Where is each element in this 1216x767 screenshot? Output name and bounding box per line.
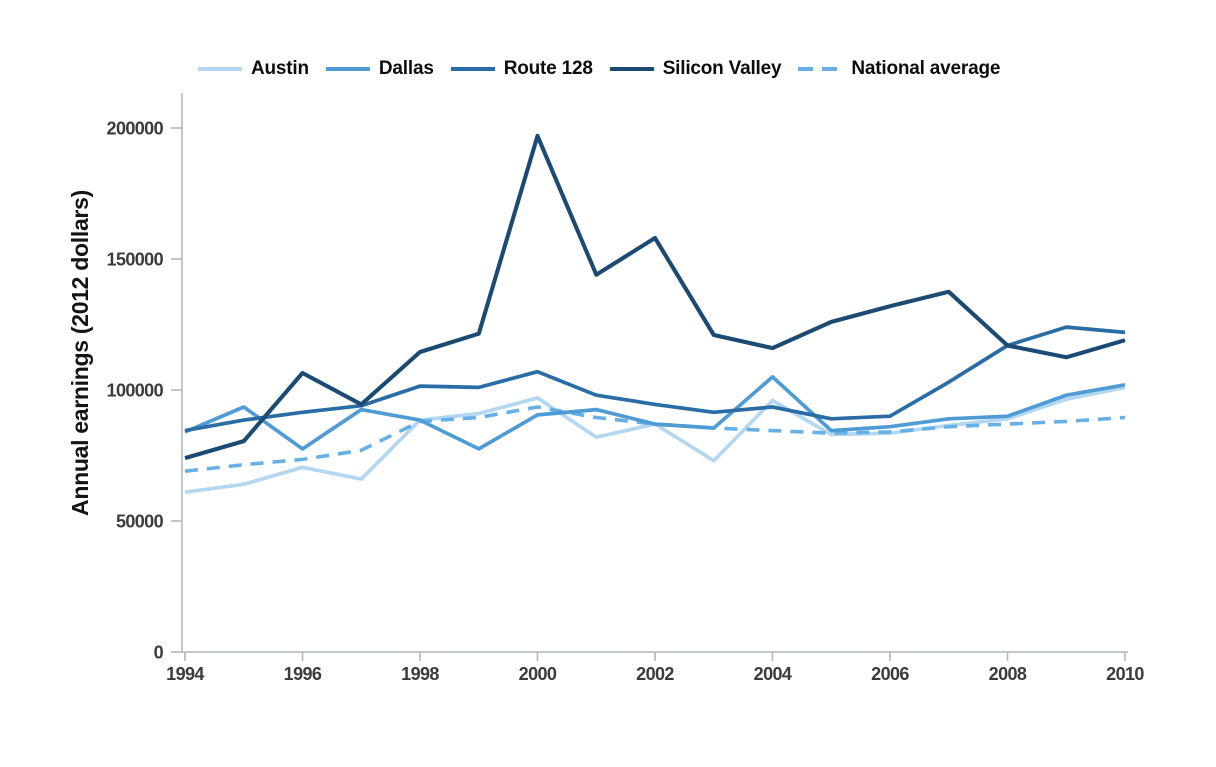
x-tick-label: 2010 <box>1106 664 1144 684</box>
legend-item-national-average: National average <box>798 58 1000 80</box>
x-tick-label: 2002 <box>636 664 674 684</box>
legend-item-austin: Austin <box>198 58 309 80</box>
y-tick-label: 0 <box>154 643 164 663</box>
legend-label: Austin <box>251 58 309 79</box>
y-tick-label: 50000 <box>116 512 164 532</box>
national-average-line <box>184 405 1126 473</box>
y-tick-label: 200000 <box>107 119 164 139</box>
legend-item-route-128: Route 128 <box>450 58 593 80</box>
silicon-valley-line-swatch <box>609 66 654 72</box>
dallas-line-swatch <box>325 67 370 71</box>
legend-item-dallas: Dallas <box>325 58 434 80</box>
route-128-line <box>184 325 1126 433</box>
legend-label: National average <box>851 58 1001 79</box>
legend: Austin Dallas Route 128 Silicon Valley Natio… <box>198 58 1000 80</box>
legend-label: Dallas <box>378 58 434 79</box>
y-axis-title: Annual earnings (2012 dollars) <box>67 190 93 516</box>
legend-label: Silicon Valley <box>662 58 782 79</box>
series-lines <box>184 133 1126 495</box>
x-tick-label: 1996 <box>284 664 322 684</box>
x-tick-label: 2008 <box>989 664 1027 684</box>
dallas-line <box>184 375 1126 451</box>
y-tick-label: 100000 <box>107 381 164 401</box>
y-tick-label: 150000 <box>107 250 164 270</box>
legend-label: Route 128 <box>503 58 593 79</box>
x-tick-label: 2000 <box>519 664 557 684</box>
legend-item-silicon-valley: Silicon Valley <box>609 58 782 80</box>
x-tick-label: 1998 <box>401 664 439 684</box>
x-tick-label: 1994 <box>166 664 204 684</box>
national-average-line-swatch <box>798 66 843 72</box>
silicon-valley-line <box>184 133 1126 461</box>
x-tick-label: 2006 <box>871 664 909 684</box>
route-128-line-swatch <box>450 67 495 71</box>
axes: 0 50000 100000 150000 200000 1994 1996 1998 2000… <box>107 93 1145 684</box>
austin-line-swatch <box>198 67 242 71</box>
x-tick-label: 2004 <box>754 664 792 684</box>
